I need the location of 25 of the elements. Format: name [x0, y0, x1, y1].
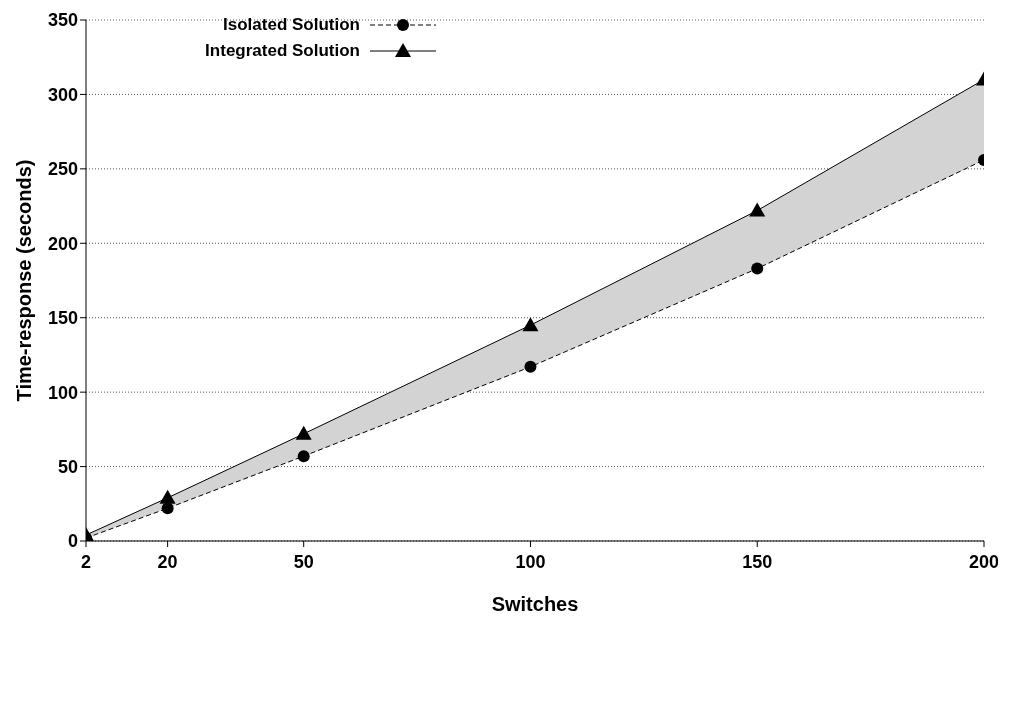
point: [297, 450, 310, 463]
point: [295, 425, 312, 440]
point: [159, 489, 176, 504]
x-tick-label: 150: [742, 551, 773, 572]
legend-label: Isolated Solution: [223, 15, 360, 35]
point: [749, 202, 766, 217]
x-tick-label: 50: [293, 551, 314, 572]
y-tick-label: 350: [47, 10, 78, 31]
y-tick-label: 150: [47, 308, 78, 329]
x-tick-label: 20: [157, 551, 178, 572]
legend-label: Integrated Solution: [205, 41, 360, 61]
y-tick-label: 250: [47, 159, 78, 180]
y-tick-label: 200: [47, 233, 78, 254]
y-axis-title: Time-response (seconds): [13, 159, 36, 402]
y-tick-label: 50: [57, 456, 78, 477]
point: [524, 360, 537, 373]
y-tick-label: 100: [47, 382, 78, 403]
x-tick-label: 100: [515, 551, 546, 572]
x-tick-label: 2: [80, 551, 92, 572]
y-tick-label: 300: [47, 84, 78, 105]
y-tick-label: 0: [67, 531, 78, 552]
x-axis-title: Switches: [491, 593, 579, 615]
x-tick-label: 200: [968, 551, 1000, 572]
point: [522, 317, 539, 332]
point: [751, 262, 764, 275]
